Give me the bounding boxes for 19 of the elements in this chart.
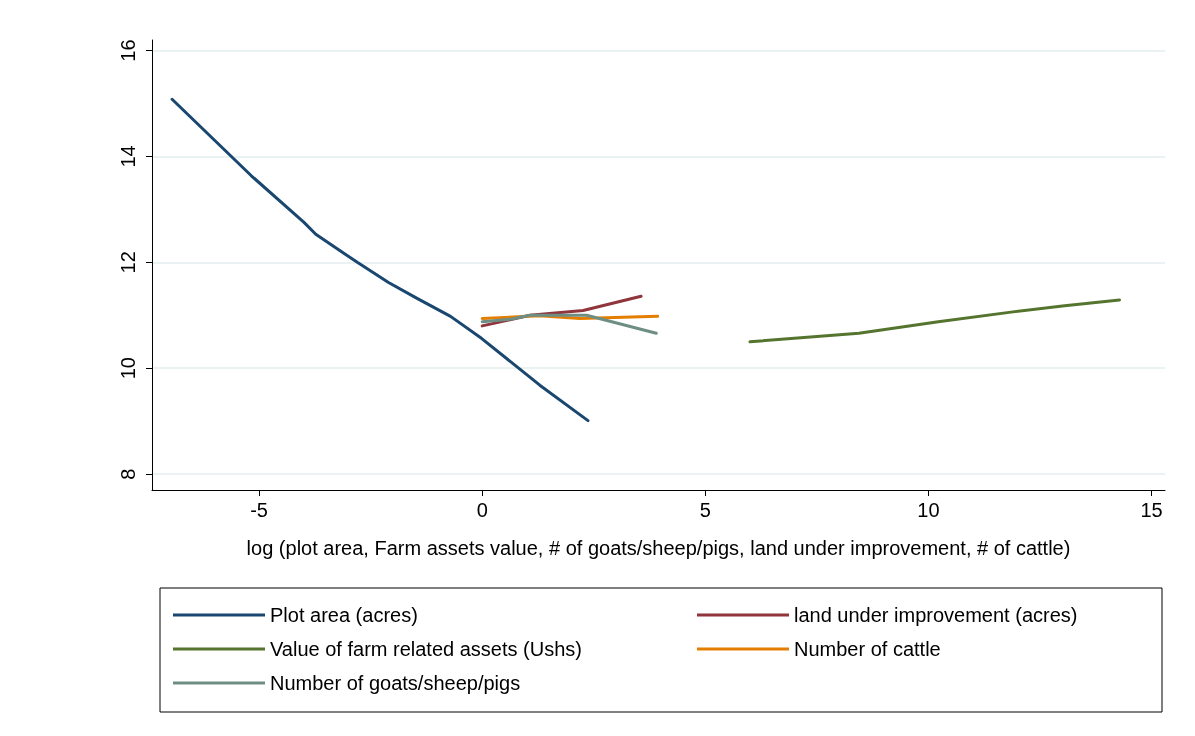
y-tick-label: 16 xyxy=(117,39,139,62)
y-tick-label: 14 xyxy=(117,145,139,168)
line-series xyxy=(480,313,658,335)
legend-label: Number of cattle xyxy=(794,638,941,660)
y-tick-label: 10 xyxy=(117,357,139,380)
legend-label: Number of goats/sheep/pigs xyxy=(270,672,521,694)
x-axis-title: log (plot area, Farm assets value, # of goats/sheep/pigs, land under improvement, # of cattle) xyxy=(246,537,1071,559)
legend-label: land under improvement (acres) xyxy=(794,604,1078,626)
legend-label: Plot area (acres) xyxy=(270,604,418,626)
x-tick-label: -5 xyxy=(250,499,268,521)
x-tick-label: 0 xyxy=(476,499,488,521)
x-tick-label: 10 xyxy=(917,499,940,521)
x-tick-label: 15 xyxy=(1140,499,1163,521)
y-tick-label: 8 xyxy=(117,468,139,480)
y-tick-label: 12 xyxy=(117,251,139,274)
x-tick-label: 5 xyxy=(699,499,711,521)
line-series xyxy=(170,97,590,423)
line-series xyxy=(748,298,1121,344)
legend-label: Value of farm related assets (Ushs) xyxy=(270,638,582,660)
